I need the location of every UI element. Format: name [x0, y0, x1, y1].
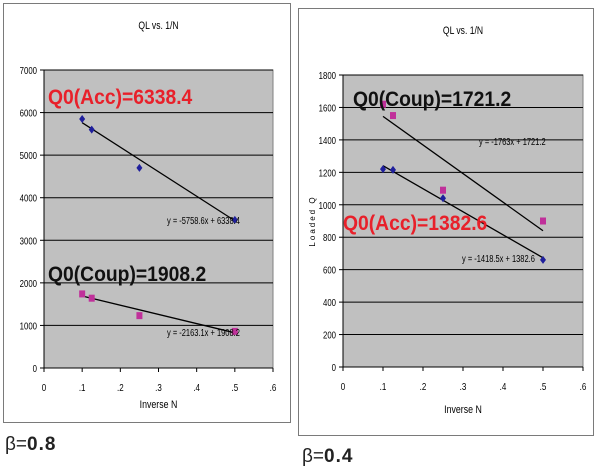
beta-prefix-left: β=: [5, 434, 28, 455]
y-tick-label-right: 1800: [319, 70, 336, 81]
trendline-right-0: [382, 165, 544, 259]
x-tick-label-left: .2: [117, 382, 124, 393]
data-point-left-0-1: [88, 125, 95, 134]
chart-title-left: QL vs. 1/N: [138, 20, 178, 32]
y-tick-label-left: 4000: [20, 193, 37, 204]
chart-title-right: QL vs. 1/N: [443, 25, 483, 37]
trendline-equation-right-1: y = -1763x + 1721.2: [479, 136, 546, 147]
data-point-right-0-2: [440, 194, 446, 203]
data-point-right-1-2: [440, 186, 446, 194]
trendline-right-1: [382, 115, 544, 232]
y-tick-label-right: 600: [323, 265, 336, 276]
data-point-right-0-3: [540, 255, 546, 264]
data-point-right-1-3: [540, 217, 546, 225]
y-tick-label-left: 6000: [20, 108, 37, 119]
chart-panel-left: 0 1000 2000 3000 4000 5000 6000 7000 0 .1 .2 .3 .4 .5…: [3, 3, 291, 423]
data-point-right-1-1: [390, 112, 396, 120]
x-tick-label-left: 0: [42, 382, 46, 393]
x-tick-label-right: .5: [540, 381, 547, 392]
chart-svg-right: 0 200 400 600 800 1000 1200 1400 1600 1800 0 .1 .2 .3…: [308, 25, 587, 416]
q0-annotation-right-0: Q0(Coup)=1721.2: [353, 88, 511, 111]
x-tick-label-right: 0: [341, 381, 345, 392]
x-axis-label-right: Inverse N: [444, 404, 482, 416]
beta-value-right: 0.4: [324, 446, 354, 467]
q0-annotation-left-1: Q0(Coup)=1908.2: [48, 263, 206, 286]
data-point-right-0-0: [380, 165, 386, 174]
y-tick-label-right: 800: [323, 232, 336, 243]
x-tick-label-left: .6: [270, 382, 277, 393]
data-point-left-0-0: [79, 114, 86, 123]
y-tick-label-left: 7000: [20, 65, 37, 76]
x-tick-label-right: .4: [500, 381, 507, 392]
x-tick-label-left: .4: [193, 382, 200, 393]
trendline-equation-left-0: y = -5758.6x + 6338.4: [167, 215, 240, 226]
data-point-right-0-1: [390, 165, 396, 174]
q0-annotation-right-1: Q0(Acc)=1382.6: [343, 212, 487, 235]
y-tick-label-left: 0: [33, 363, 37, 374]
x-tick-label-right: .1: [380, 381, 387, 392]
trendline-equation-left-1: y = -2163.1x + 1908.2: [167, 327, 240, 338]
y-tick-label-right: 1200: [319, 167, 336, 178]
data-point-left-1-2: [136, 312, 143, 320]
y-tick-label-right: 200: [323, 330, 336, 341]
y-tick-label-right: 0: [332, 362, 336, 373]
x-tick-label-right: .2: [420, 381, 427, 392]
y-tick-label-left: 5000: [20, 150, 37, 161]
data-point-left-1-3: [231, 327, 238, 335]
data-point-left-1-1: [88, 294, 95, 302]
data-point-left-0-2: [136, 163, 143, 172]
q0-annotation-left-0: Q0(Acc)=6338.4: [48, 86, 193, 109]
beta-label-right: β=0.4: [302, 446, 353, 468]
data-point-right-1-0: [380, 100, 386, 108]
trendline-equation-right-0: y = -1418.5x + 1382.6: [462, 253, 535, 264]
beta-prefix-right: β=: [302, 446, 325, 467]
x-tick-label-right: .6: [580, 381, 587, 392]
x-tick-label-left: .3: [155, 382, 162, 393]
beta-value-left: 0.8: [27, 434, 57, 455]
y-tick-label-right: 1400: [319, 135, 336, 146]
chart-svg-left: 0 1000 2000 3000 4000 5000 6000 7000 0 .1 .2 .3 .4 .5…: [20, 20, 277, 411]
y-tick-label-left: 3000: [20, 235, 37, 246]
data-point-left-1-0: [79, 290, 86, 298]
y-tick-label-left: 2000: [20, 278, 37, 289]
x-tick-label-right: .3: [460, 381, 467, 392]
y-tick-label-right: 1600: [319, 103, 336, 114]
y-tick-label-right: 400: [323, 297, 336, 308]
y-axis-label-right: Loaded Q: [308, 195, 317, 246]
trendline-left-0: [81, 122, 236, 222]
x-tick-label-left: .1: [79, 382, 86, 393]
chart-panel-right: 0 200 400 600 800 1000 1200 1400 1600 1800 0 .1 .2 .3…: [298, 8, 594, 436]
x-tick-label-left: .5: [231, 382, 238, 393]
beta-label-left: β=0.8: [5, 434, 56, 456]
y-tick-label-right: 1000: [319, 200, 336, 211]
x-axis-label-left: Inverse N: [140, 399, 178, 411]
trendline-left-1: [82, 295, 235, 334]
y-tick-label-left: 1000: [20, 321, 37, 332]
data-point-left-0-3: [231, 215, 238, 224]
